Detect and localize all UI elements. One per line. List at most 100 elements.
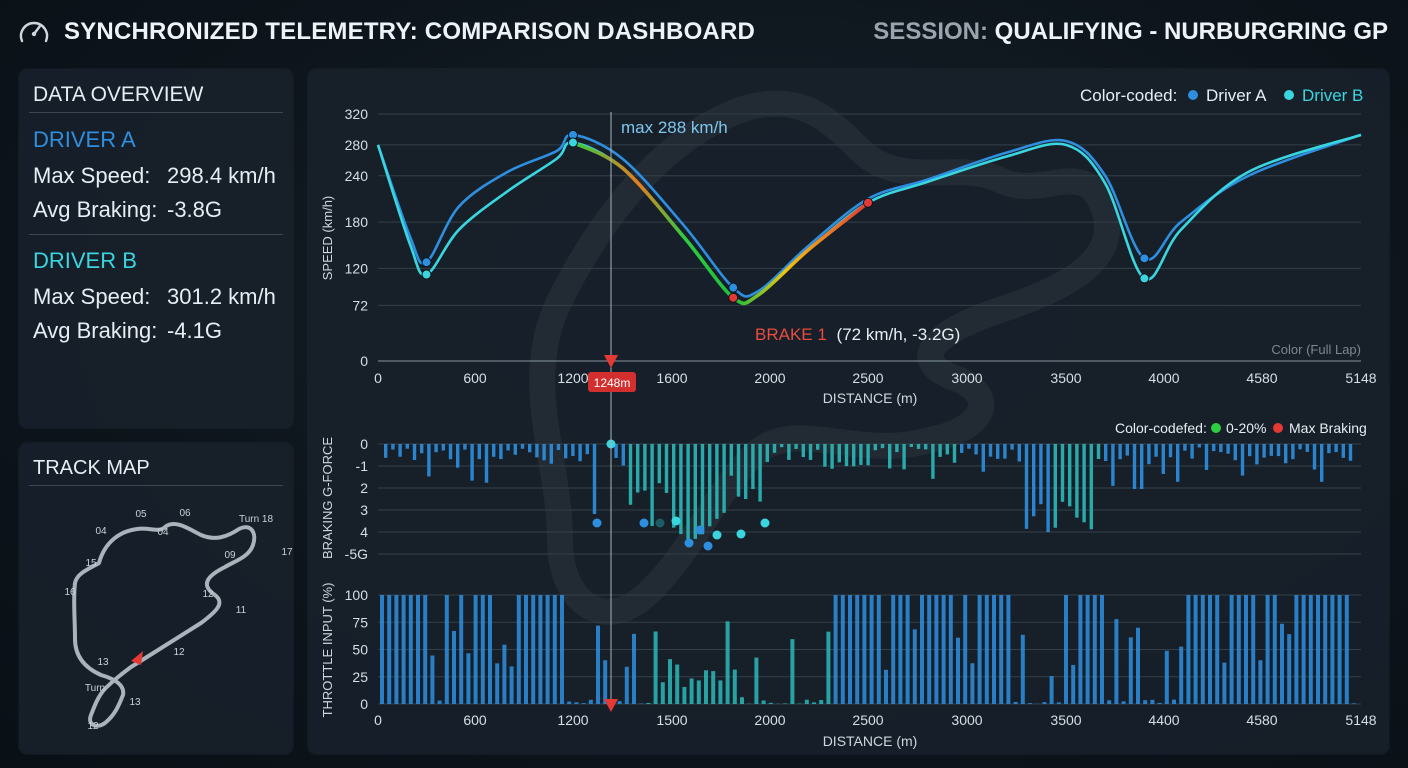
track-map-label: 04 (95, 526, 107, 537)
braking-point (639, 518, 649, 528)
braking-bar (463, 444, 467, 450)
braking-bar (1305, 444, 1309, 452)
braking-bar (578, 444, 582, 462)
data-point (421, 269, 432, 280)
track-map-label: 12 (87, 721, 99, 732)
max-speed-label: Max Speed: (33, 284, 151, 309)
throttle-bar (948, 595, 953, 704)
braking-bar (916, 444, 921, 449)
braking-bar (484, 444, 489, 483)
throttle-bar (444, 595, 449, 704)
throttle-bar (912, 629, 917, 704)
throttle-bar (999, 595, 1004, 704)
braking-bar (686, 444, 690, 542)
throttle-bar (905, 595, 910, 704)
throttle-bar (1092, 595, 1097, 704)
throttle-bar (682, 686, 687, 704)
overview-title: DATA OVERVIEW (33, 83, 204, 106)
throttle-bar (941, 595, 946, 704)
braking-bar (1082, 444, 1086, 523)
braking-bar (384, 444, 388, 458)
legend-marker-driver-b (1284, 90, 1294, 100)
braking-bar (1118, 444, 1122, 460)
braking-bar (1046, 444, 1050, 533)
throttle-bar (473, 595, 478, 704)
braking-point (760, 518, 770, 528)
throttle-bar (466, 653, 471, 704)
braking-bar (888, 444, 892, 469)
braking-bar (960, 444, 964, 453)
throttle-bar (1056, 702, 1061, 704)
braking-bar (405, 444, 409, 449)
throttle-bar (617, 701, 622, 704)
throttle-bar (1100, 595, 1104, 704)
data-point (1139, 273, 1150, 284)
braking-bar (1312, 444, 1317, 470)
braking-bar (830, 444, 834, 469)
y-tick-label: 280 (345, 137, 369, 153)
speed-x-axis-label: DISTANCE (m) (823, 390, 918, 406)
throttle-bar (920, 595, 924, 704)
braking-bar (1327, 444, 1331, 454)
throttle-bar (848, 595, 852, 704)
divider (29, 112, 283, 113)
braking-bar (837, 444, 841, 463)
avg-braking-value: -3.8G (167, 197, 223, 222)
throttle-bar (898, 595, 903, 704)
throttle-bar (1114, 619, 1119, 704)
throttle-bar (1337, 595, 1342, 704)
throttle-bar (711, 671, 716, 704)
throttle-bar (1301, 595, 1306, 704)
y-tick-label: 240 (345, 168, 369, 184)
track-map-label: 12 (202, 589, 214, 600)
throttle-bar (725, 621, 730, 704)
session-value: QUALIFYING - NURBURGRING GP (994, 18, 1388, 45)
track-map-label: 05 (135, 509, 147, 520)
throttle-bar (696, 680, 701, 704)
divider (29, 234, 283, 235)
throttle-bar (740, 697, 744, 704)
x-tick-label: 3000 (951, 370, 982, 386)
braking-bar (520, 444, 525, 449)
throttle-bar (560, 595, 564, 704)
braking-bar (1284, 444, 1288, 464)
speed-y-axis-label: SPEED (km/h) (320, 196, 335, 281)
braking-bar (412, 444, 417, 460)
braking-bar (499, 444, 503, 460)
braking-bar (1298, 444, 1302, 450)
throttle-bar (754, 657, 759, 704)
throttle-bar (387, 595, 392, 704)
y-tick-label: 0 (360, 696, 368, 712)
x-tick-label: 2500 (852, 370, 883, 386)
braking-bar (1320, 444, 1324, 482)
throttle-bar (1258, 660, 1263, 704)
distance-cursor[interactable]: 1248m (588, 112, 636, 712)
braking-bar (924, 444, 928, 450)
braking-bar (492, 444, 496, 457)
braking-bar (1183, 444, 1187, 451)
throttle-bar (574, 702, 579, 704)
speed-footnote: Color (Full Lap) (1271, 342, 1361, 357)
braking-point (703, 541, 713, 551)
braking-bar (1125, 444, 1129, 456)
braking-bar (787, 444, 791, 460)
track-map-title: TRACK MAP (33, 457, 150, 479)
braking-bar (621, 444, 625, 466)
throttle-bar (495, 663, 500, 704)
throttle-bar (459, 595, 464, 704)
track-outline (72, 522, 257, 728)
braking-bar (751, 444, 755, 490)
braking-bar (477, 444, 481, 460)
throttle-bar (1251, 595, 1256, 704)
x-tick-label: 4580 (1246, 370, 1277, 386)
throttle-bar (984, 595, 989, 704)
braking-bar (1161, 444, 1165, 474)
braking-bar (909, 444, 913, 448)
track-map-label: 17 (281, 547, 293, 558)
throttle-bar (819, 699, 824, 704)
y-tick-label: 100 (345, 587, 369, 603)
throttle-bar (1078, 595, 1083, 704)
position-marker-icon (131, 651, 143, 665)
throttle-bar (1172, 699, 1176, 704)
divider (29, 485, 283, 486)
